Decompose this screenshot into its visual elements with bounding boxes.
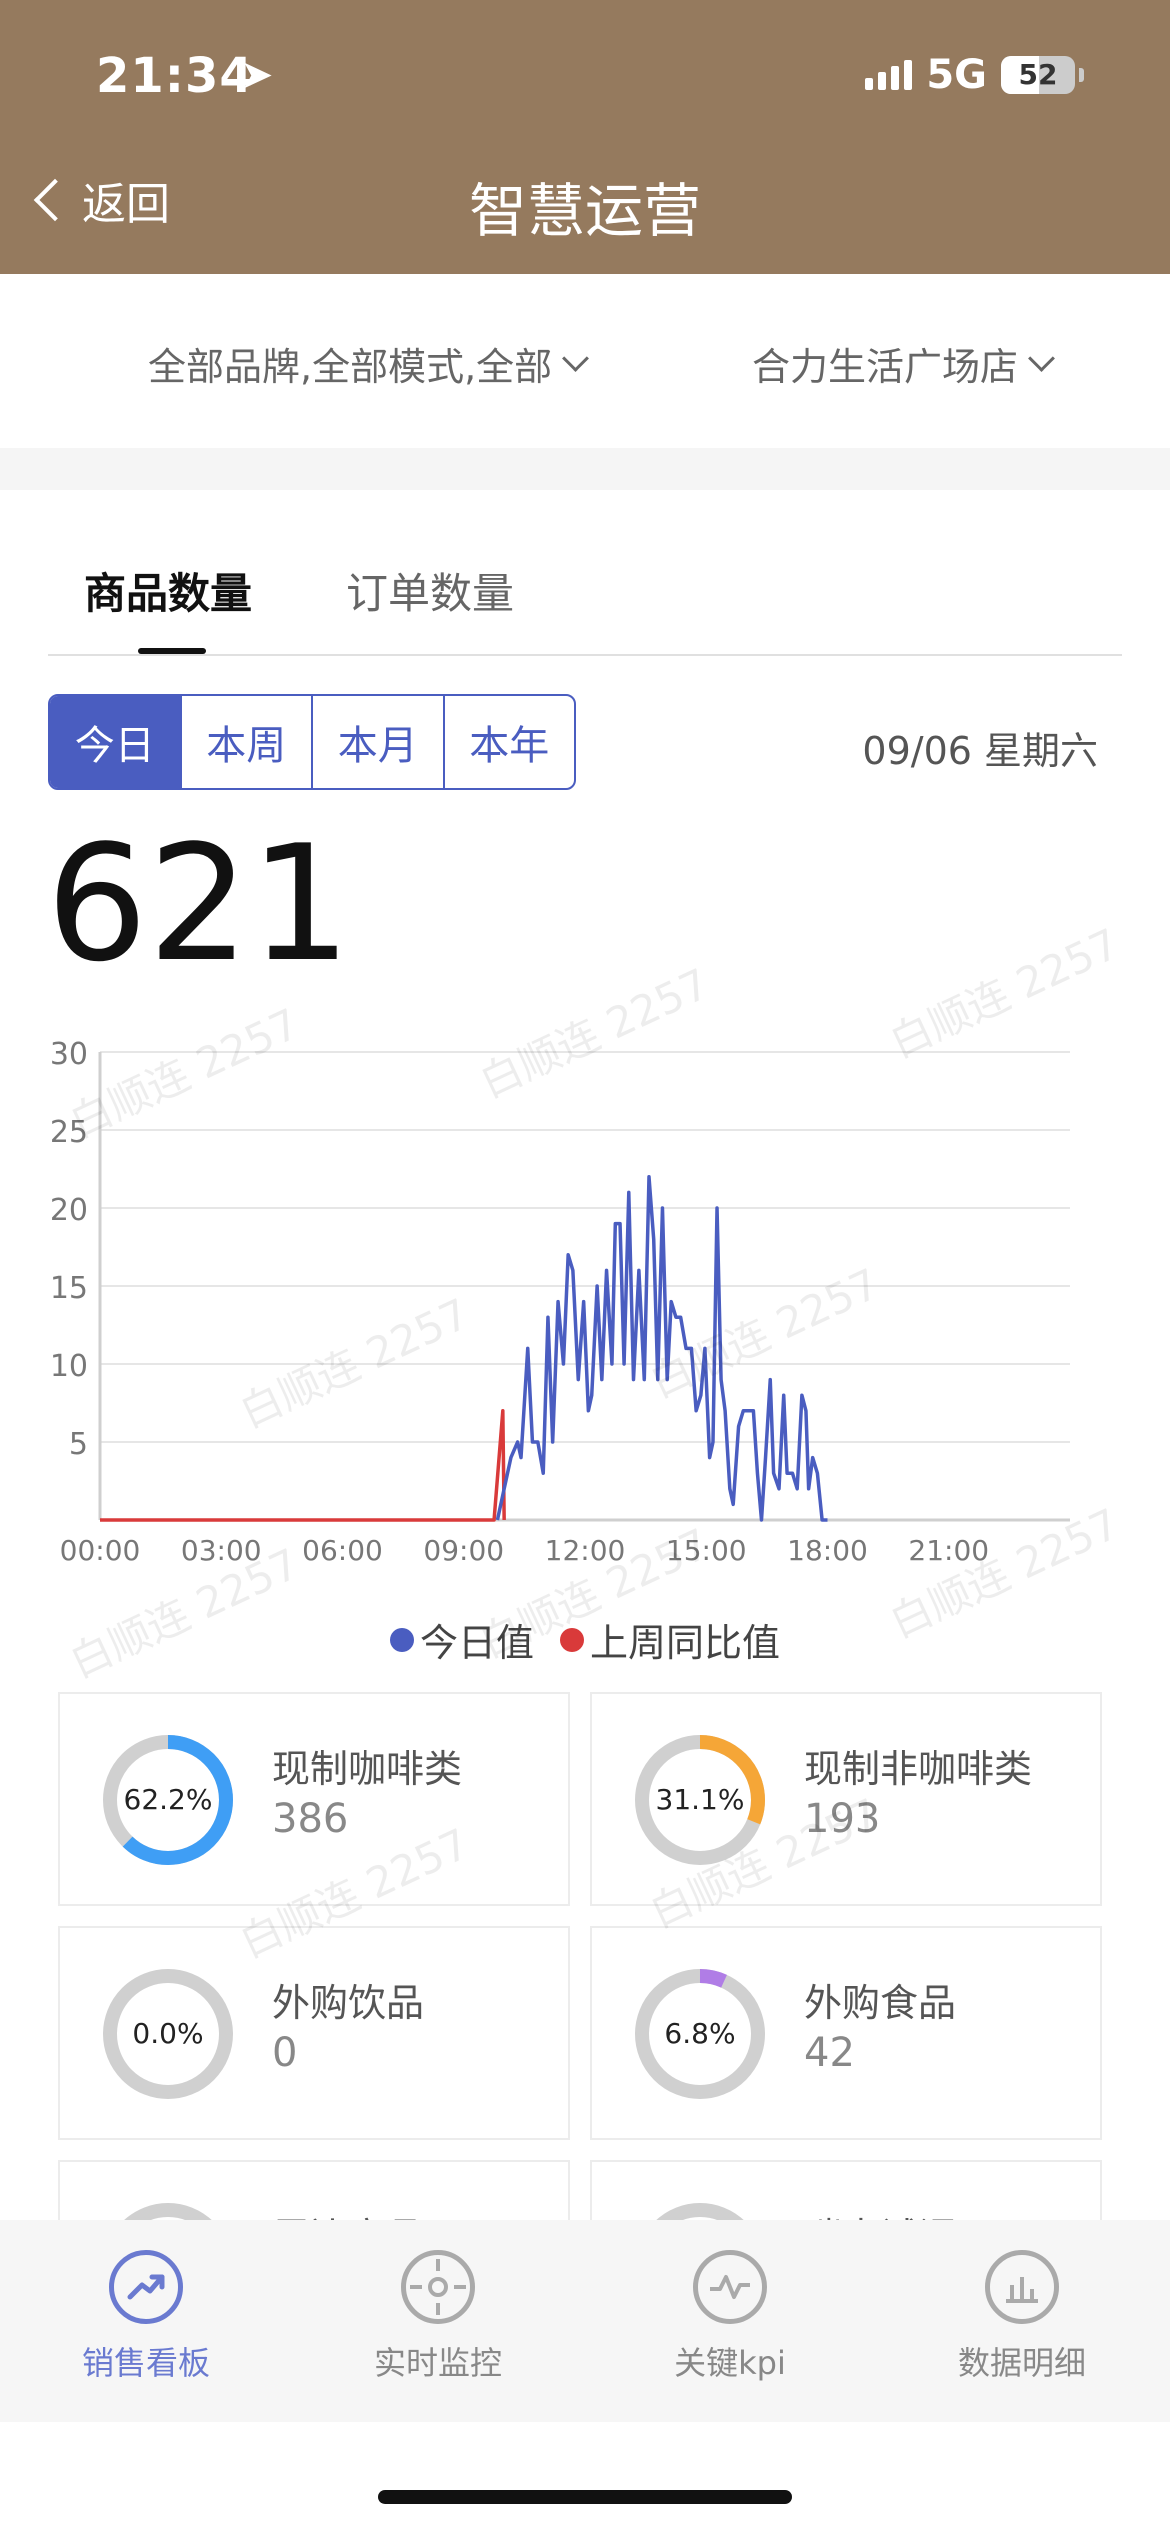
- nav-realtime-monitor[interactable]: 实时监控: [292, 2250, 584, 2384]
- chart-legend: 今日值 上周同比值: [0, 1612, 1170, 1667]
- back-button[interactable]: 返回: [28, 168, 170, 232]
- section-divider: [0, 448, 1170, 490]
- y-tick-label: 10: [50, 1349, 88, 1384]
- category-name: 现制咖啡类: [272, 1747, 463, 1791]
- back-label: 返回: [82, 179, 170, 230]
- legend-dot-icon: [389, 1627, 414, 1652]
- nav-key-kpi[interactable]: 关键kpi: [584, 2250, 876, 2384]
- category-card[interactable]: 6.8% 外购食品 42: [590, 1926, 1102, 2140]
- tab-product-count[interactable]: 商品数量: [84, 569, 253, 618]
- bottom-nav: 销售看板 实时监控 关键kpi 数据明细: [0, 2220, 1170, 2422]
- period-year[interactable]: 本年: [442, 696, 575, 788]
- donut-progress-ring: [103, 1735, 233, 1865]
- period-month[interactable]: 本月: [311, 696, 443, 788]
- tab-order-count[interactable]: 订单数量: [346, 569, 515, 618]
- page-title: 智慧运营: [468, 177, 701, 245]
- category-count: 386: [272, 1796, 349, 1842]
- y-tick-label: 5: [69, 1427, 88, 1462]
- nav-data-detail[interactable]: 数据明细: [876, 2250, 1168, 2384]
- series-line: [100, 1409, 506, 1522]
- category-percent: 31.1%: [655, 1783, 745, 1816]
- category-percent: 0.0%: [132, 2017, 204, 2050]
- chevron-down-icon: [1028, 345, 1055, 372]
- donut-progress-ring: [635, 1735, 765, 1865]
- filter-bar: 全部品牌,全部模式,全部 合力生活广场店: [0, 274, 1170, 448]
- donut-progress-ring: [635, 1969, 765, 2099]
- x-tick-label: 09:00: [423, 1534, 504, 1567]
- brand-filter-dropdown[interactable]: 全部品牌,全部模式,全部: [148, 336, 590, 391]
- category-count: 42: [804, 2030, 855, 2076]
- location-arrow-icon: ➤: [240, 52, 274, 98]
- brand-filter-label: 全部品牌,全部模式,全部: [148, 345, 553, 389]
- battery-level: 52: [1018, 58, 1058, 91]
- y-tick-label: 15: [50, 1271, 88, 1306]
- chevron-down-icon: [562, 345, 590, 372]
- target-icon: [401, 2250, 475, 2324]
- nav-label: 销售看板: [81, 2344, 210, 2382]
- category-card[interactable]: 31.1% 现制非咖啡类 193: [590, 1692, 1102, 1906]
- category-name: 现制非咖啡类: [804, 1747, 1033, 1791]
- trend-up-icon: [109, 2250, 183, 2324]
- tab-active-indicator: [138, 648, 206, 654]
- x-tick-label: 18:00: [787, 1534, 868, 1567]
- donut-progress-ring: [103, 1969, 233, 2099]
- period-today[interactable]: 今日: [50, 696, 180, 788]
- nav-sales-dashboard[interactable]: 销售看板: [0, 2250, 292, 2384]
- legend-label: 今日值: [419, 1621, 534, 1665]
- x-tick-label: 03:00: [181, 1534, 262, 1567]
- tab-divider: [48, 654, 1122, 656]
- x-tick-label: 21:00: [908, 1534, 989, 1567]
- legend-item-last-week[interactable]: 上周同比值: [560, 1612, 780, 1667]
- x-tick-label: 00:00: [60, 1534, 141, 1567]
- pulse-icon: [693, 2250, 767, 2324]
- category-card[interactable]: 0.0% 外购饮品 0: [58, 1926, 570, 2140]
- y-tick-label: 30: [50, 1037, 88, 1072]
- period-week[interactable]: 本周: [179, 696, 312, 788]
- category-percent: 6.8%: [664, 2017, 736, 2050]
- signal-icon: [865, 60, 913, 90]
- y-tick-label: 20: [50, 1193, 88, 1228]
- category-name: 外购食品: [804, 1981, 957, 2025]
- store-filter-dropdown[interactable]: 合力生活广场店: [752, 336, 1055, 391]
- app-header: 21:34 ➤ 5G 52 返回 智慧运营: [0, 0, 1170, 274]
- category-count: 193: [804, 1796, 881, 1842]
- status-time: 21:34: [96, 48, 254, 104]
- legend-item-today[interactable]: 今日值: [389, 1612, 534, 1667]
- nav-label: 数据明细: [957, 2344, 1086, 2382]
- category-percent: 62.2%: [123, 1783, 213, 1816]
- total-count: 621: [46, 810, 352, 997]
- nav-label: 关键kpi: [674, 2344, 786, 2382]
- bar-chart-icon: [985, 2250, 1059, 2324]
- network-type: 5G: [926, 52, 987, 98]
- category-name: 外购饮品: [272, 1981, 425, 2025]
- hourly-line-chart: 5 10 15 20 25 30 00:00 03:00 06:00 09:00 12:00 15:0…: [50, 1037, 1070, 1567]
- x-tick-label: 06:00: [302, 1534, 383, 1567]
- current-date: 09/06 星期六: [862, 729, 1098, 773]
- store-filter-label: 合力生活广场店: [752, 345, 1019, 389]
- legend-dot-icon: [560, 1627, 584, 1652]
- y-tick-label: 25: [50, 1115, 88, 1150]
- category-count: 0: [272, 2030, 298, 2076]
- x-tick-label: 12:00: [545, 1534, 626, 1567]
- period-selector: 今日 本周 本月 本年: [48, 694, 576, 790]
- battery-icon: 52: [1001, 56, 1075, 94]
- home-indicator[interactable]: [378, 2490, 792, 2504]
- x-tick-label: 15:00: [666, 1534, 747, 1567]
- status-indicators: 5G 52: [865, 52, 1084, 98]
- category-card[interactable]: 62.2% 现制咖啡类 386: [58, 1692, 570, 1906]
- nav-label: 实时监控: [373, 2344, 502, 2382]
- series-line: [495, 1175, 828, 1522]
- legend-label: 上周同比值: [590, 1621, 781, 1665]
